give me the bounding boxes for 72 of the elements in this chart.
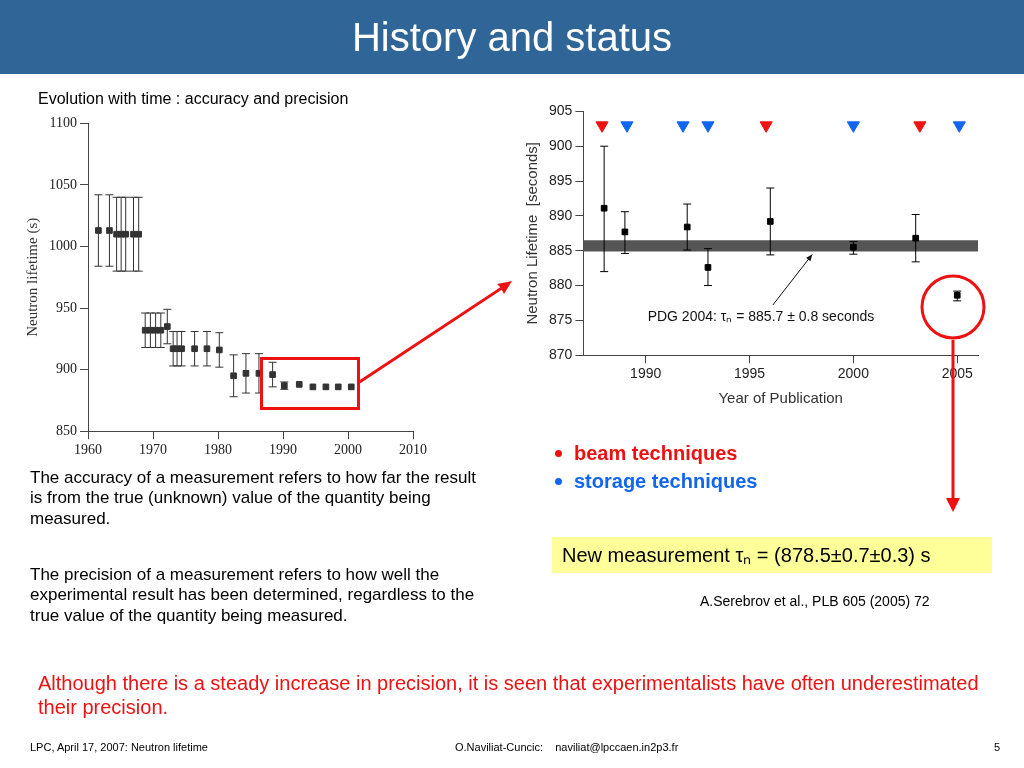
y-tick-label: 1050 (49, 176, 77, 192)
point (215, 346, 223, 354)
point (621, 228, 629, 236)
point (952, 121, 966, 133)
x-tick-label: 2000 (837, 365, 870, 382)
point (230, 372, 237, 380)
point (676, 121, 690, 133)
y-tick-label: 870 (549, 346, 573, 363)
y-tick-label: 880 (549, 276, 573, 293)
text: Although there is a steady increase in precision, it is seen that experimentalists have often underestimated their precision. (38, 671, 980, 719)
y-tick-label: 905 (549, 102, 573, 119)
point (322, 383, 330, 391)
x-tick-label: 1980 (204, 442, 232, 458)
point (203, 345, 211, 353)
text: The precision of a measurement refers to how well the experimental result has been determined, regardless to the true value of the quantity being measured. (30, 565, 476, 627)
point (704, 264, 712, 271)
point (620, 121, 634, 133)
x-tick-label: 1990 (630, 365, 662, 382)
chart-title: Evolution with time : accuracy and precision (38, 90, 349, 108)
y-tick-label: 900 (56, 361, 77, 377)
point (191, 345, 198, 353)
x-axis-title: Year of Publication (718, 389, 843, 407)
x-tick-label: 1970 (139, 442, 167, 458)
y-tick-label: 1000 (49, 238, 77, 254)
x-tick-label: 1990 (269, 442, 297, 458)
point (334, 383, 342, 391)
point (106, 227, 113, 234)
y-tick-label: 885 (549, 241, 573, 258)
point (683, 223, 691, 231)
x-tick-label: 1960 (74, 442, 102, 458)
point (701, 121, 715, 133)
point (766, 218, 774, 225)
point (759, 121, 773, 133)
text: 5 (992, 741, 1000, 755)
y-axis-title: Neutron lifetime (s) (23, 217, 41, 337)
point (595, 121, 609, 133)
point (309, 383, 317, 391)
point (157, 326, 165, 334)
point (95, 227, 102, 234)
y-tick-label: 895 (549, 171, 573, 188)
point (347, 383, 355, 391)
text: A.Serebrov et al., PLB 605 (2005) 72 (700, 593, 930, 609)
point (850, 243, 857, 251)
y-tick-label: 890 (549, 206, 573, 223)
x-tick-label: 2010 (399, 442, 427, 458)
y-tick-label: 950 (56, 299, 77, 315)
point (178, 345, 185, 353)
text: LPC, April 17, 2007: Neutron lifetime (30, 741, 209, 755)
point (269, 371, 276, 378)
text: The accuracy of a measurement refers to how far the result is from the true (unknown) value of the quantity being measured. (30, 468, 477, 530)
x-tick-label: 1995 (733, 365, 766, 382)
point (913, 121, 927, 133)
point (295, 381, 303, 388)
x-tick-label: 2000 (334, 442, 362, 458)
text: New measurement τₙ = (878.5±0.7±0.3) s (552, 537, 992, 573)
text: History and status (0, 0, 1024, 74)
y-tick-label: 1100 (49, 115, 77, 131)
y-axis-title: Neutron Lifetime [seconds] (523, 142, 541, 325)
point (912, 234, 920, 242)
y-tick-label: 875 (549, 311, 573, 328)
point (846, 121, 860, 133)
y-tick-label: 850 (56, 422, 77, 438)
text: O.Naviliat-Cuncic: naviliat@lpccaen.in2p3.fr (455, 741, 680, 755)
legend-label: storage techniques (574, 469, 758, 494)
band-label: PDG 2004: τₙ = 885.7 ± 0.8 seconds (647, 308, 875, 325)
point (242, 370, 250, 377)
point (600, 204, 608, 212)
point (135, 230, 143, 238)
legend-label: beam techniques (574, 441, 738, 466)
point (122, 230, 130, 238)
y-tick-label: 900 (549, 137, 573, 154)
point (163, 323, 171, 330)
